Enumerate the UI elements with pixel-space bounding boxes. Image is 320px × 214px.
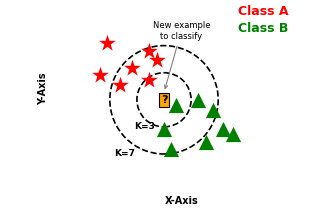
- Point: [174, 103, 179, 106]
- Text: Y-Axis: Y-Axis: [38, 72, 48, 105]
- Point: [169, 147, 174, 151]
- Text: New example
to classify: New example to classify: [153, 21, 210, 89]
- Point: [147, 78, 152, 82]
- Point: [97, 73, 102, 77]
- Point: [211, 108, 216, 111]
- Point: [196, 98, 201, 101]
- Text: K=7: K=7: [114, 150, 135, 159]
- Point: [105, 42, 110, 45]
- Text: K=3: K=3: [134, 122, 155, 131]
- Point: [129, 66, 134, 70]
- Text: Class A: Class A: [238, 5, 288, 18]
- FancyBboxPatch shape: [159, 92, 169, 107]
- Point: [230, 132, 236, 136]
- Point: [162, 128, 167, 131]
- Point: [117, 83, 122, 87]
- Point: [147, 49, 152, 52]
- Text: Class B: Class B: [238, 22, 288, 35]
- Point: [203, 140, 208, 143]
- Point: [220, 128, 226, 131]
- Text: ?: ?: [161, 95, 167, 105]
- Point: [154, 59, 159, 62]
- Text: X-Axis: X-Axis: [164, 196, 198, 206]
